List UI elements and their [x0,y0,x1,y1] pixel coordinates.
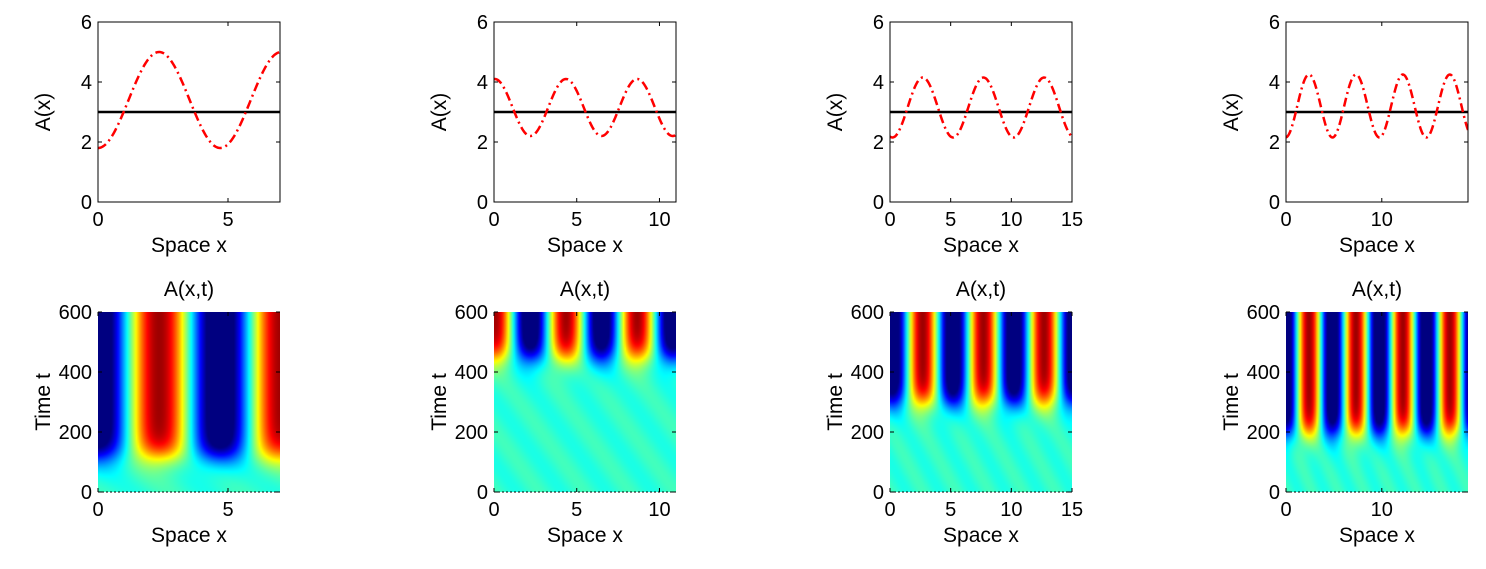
x-axis-label: Space x [151,524,227,547]
x-tick-label: 5 [945,209,956,231]
x-tick-label: 10 [1371,499,1393,521]
y-tick-label: 600 [1247,302,1280,324]
y-tick-label: 2 [81,132,92,154]
x-tick-label: 0 [92,499,103,521]
heatmap-image [890,312,1072,492]
chart-title: A(x,t) [1352,278,1402,301]
heatmap-image [1286,312,1468,492]
x-tick-label: 0 [1280,499,1291,521]
x-axis-label: Space x [547,524,623,547]
y-tick-label: 4 [81,72,92,94]
y-tick-label: 400 [851,362,884,384]
heatmap-image [98,312,280,492]
x-tick-label: 10 [1000,209,1022,231]
y-tick-label: 400 [1247,362,1280,384]
y-tick-label: 2 [873,132,884,154]
x-tick-label: 10 [648,499,670,521]
y-tick-label: 0 [477,192,488,214]
x-axis-label: Space x [943,234,1019,257]
y-tick-label: 0 [81,192,92,214]
chart-title: A(x,t) [956,278,1006,301]
x-axis-label: Space x [1339,234,1415,257]
x-axis-label: Space x [151,234,227,257]
y-tick-label: 6 [1269,12,1280,34]
y-tick-label: 600 [851,302,884,324]
x-tick-label: 10 [1371,209,1393,231]
y-tick-label: 2 [477,132,488,154]
x-tick-label: 15 [1061,209,1083,231]
y-tick-label: 200 [851,422,884,444]
x-tick-label: 0 [92,209,103,231]
x-tick-label: 0 [884,209,895,231]
series-line-pattern [1286,73,1468,139]
x-tick-label: 5 [222,209,233,231]
y-tick-label: 200 [1247,422,1280,444]
y-tick-label: 400 [455,362,488,384]
x-tick-label: 0 [488,499,499,521]
y-tick-label: 600 [59,302,92,324]
y-tick-label: 600 [455,302,488,324]
x-axis-label: Space x [547,234,623,257]
chart-title: A(x,t) [560,278,610,301]
heatmap-panel-1: 0 5 0 200 400 600 Space x Time t A(x,t) [32,278,280,547]
line-chart-panel-4: 0 10 0 2 4 6 Space x A(x) [1220,12,1469,257]
x-tick-label: 10 [1000,499,1022,521]
y-axis-label: Time t [824,373,847,431]
line-chart-panel-3: 0 5 10 15 0 2 4 6 Space x A(x) [824,12,1083,257]
y-tick-label: 0 [81,482,92,504]
y-axis-label: Time t [1220,373,1243,431]
y-tick-label: 2 [1269,132,1280,154]
heatmap-panel-3: 0 5 10 15 0 200 400 600 Space x Time t A(x,t) [824,278,1083,547]
axes-box [493,21,677,203]
x-tick-label: 5 [945,499,956,521]
y-tick-label: 200 [455,422,488,444]
y-axis-label: A(x) [1220,93,1243,132]
x-tick-label: 0 [884,499,895,521]
y-axis-label: Time t [428,373,451,431]
y-tick-label: 4 [477,72,488,94]
y-tick-label: 400 [59,362,92,384]
axes-box [97,21,281,203]
line-chart-panel-2: 0 5 10 0 2 4 6 Space x A(x) [428,12,677,257]
x-tick-label: 5 [571,209,582,231]
series-line-pattern [890,76,1072,139]
y-tick-label: 4 [1269,72,1280,94]
heatmap-image [494,312,676,492]
y-tick-label: 0 [873,482,884,504]
y-axis-label: A(x) [32,93,55,132]
x-tick-label: 10 [648,209,670,231]
x-tick-label: 0 [488,209,499,231]
x-tick-label: 5 [571,499,582,521]
x-axis-label: Space x [943,524,1019,547]
y-axis-label: Time t [32,373,55,431]
line-chart-panel-1: 0 5 0 2 4 6 Space x A(x) [32,12,281,257]
y-tick-label: 0 [477,482,488,504]
x-axis-label: Space x [1339,524,1415,547]
y-tick-label: 6 [81,12,92,34]
y-tick-label: 0 [873,192,884,214]
x-tick-label: 5 [222,499,233,521]
x-tick-label: 0 [1280,209,1291,231]
heatmap-panel-2: 0 5 10 0 200 400 600 Space x Time t A(x,t) [428,278,676,547]
y-axis-label: A(x) [428,93,451,132]
y-tick-label: 4 [873,72,884,94]
y-tick-label: 6 [477,12,488,34]
series-line-pattern [98,50,280,150]
axes-box [1285,21,1469,203]
chart-title: A(x,t) [164,278,214,301]
x-tick-label: 15 [1061,499,1083,521]
y-tick-label: 0 [1269,482,1280,504]
y-tick-label: 0 [1269,192,1280,214]
series-line-pattern [494,77,676,138]
y-tick-label: 6 [873,12,884,34]
y-axis-label: A(x) [824,93,847,132]
axes-box [889,21,1073,203]
y-tick-label: 200 [59,422,92,444]
